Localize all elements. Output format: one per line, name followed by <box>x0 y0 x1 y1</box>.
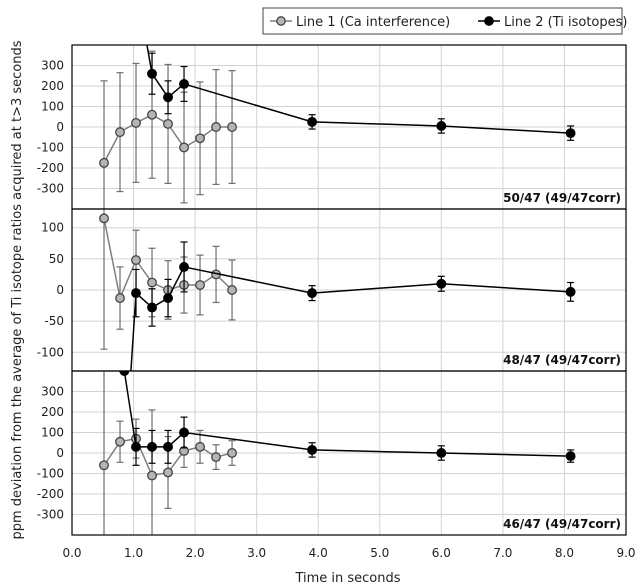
y-tick-label: 0 <box>56 283 64 297</box>
x-tick-label: 4.0 <box>309 546 328 560</box>
series-2-point <box>436 121 447 131</box>
y-tick-label: -300 <box>37 182 64 196</box>
x-tick-label: 5.0 <box>370 546 389 560</box>
y-tick-label: -50 <box>44 314 64 328</box>
y-tick-label: 300 <box>41 385 64 399</box>
series-1-point <box>163 118 173 129</box>
y-tick-label: 50 <box>49 252 64 266</box>
y-tick-label: -100 <box>37 345 64 359</box>
series-1-point <box>147 277 157 288</box>
y-tick-label: 200 <box>41 79 64 93</box>
series-2-point <box>436 278 447 289</box>
series-1-point <box>227 122 237 132</box>
series-1-point <box>131 117 141 128</box>
series-2-point <box>179 261 189 272</box>
series-1-point <box>179 142 189 153</box>
series-1-point <box>227 448 237 458</box>
series-2-point <box>436 448 447 458</box>
series-1-point <box>195 441 205 452</box>
series-2-point <box>179 427 189 438</box>
x-axis-title: Time in seconds <box>294 571 400 586</box>
x-tick-labels: 0.0 1.0 2.0 3.0 4.0 5.0 6.0 7.0 8.0 9.0 <box>62 546 635 560</box>
series-1-point <box>163 467 173 478</box>
series-1-point <box>211 122 221 132</box>
series-2-point <box>307 116 318 127</box>
series-2-point <box>565 451 576 462</box>
series-1-point <box>131 255 141 266</box>
y-tick-label: -300 <box>37 508 64 522</box>
y-tick-label: 100 <box>41 100 64 114</box>
series-1-point <box>99 157 109 168</box>
y-tick-label: 0 <box>56 120 64 134</box>
panel-label: 48/47 (49/47corr) <box>503 353 621 367</box>
panel-label: 50/47 (49/47corr) <box>503 191 621 205</box>
x-tick-label: 9.0 <box>616 546 635 560</box>
series-1-point <box>147 109 157 120</box>
series-2-point <box>307 288 318 299</box>
legend-label-2: Line 2 (Ti isotopes) <box>504 15 627 30</box>
series-1-point <box>147 470 157 481</box>
panel-1-series <box>99 35 576 209</box>
series-2-point <box>163 92 173 103</box>
series-1-point <box>99 460 109 471</box>
panel-label: 46/47 (49/47corr) <box>503 517 621 531</box>
series-1-point <box>211 452 221 463</box>
y-tick-label: -200 <box>37 487 64 501</box>
legend: Line 1 (Ca interference) Line 2 (Ti isot… <box>262 7 627 35</box>
legend-box <box>262 7 623 35</box>
y-tick-label: -100 <box>37 141 64 155</box>
series-2-point <box>163 441 173 452</box>
series-2-point <box>142 35 151 44</box>
x-tick-label: 0.0 <box>62 546 81 560</box>
y-tick-label: -100 <box>37 467 64 481</box>
series-2-point <box>307 444 318 455</box>
x-tick-label: 2.0 <box>186 546 205 560</box>
legend-marker-2 <box>484 16 494 26</box>
series-2-point <box>131 288 141 299</box>
series-2-point <box>131 441 141 452</box>
series-1-point <box>99 213 109 224</box>
series-1-point <box>195 280 205 290</box>
x-tick-label: 3.0 <box>247 546 266 560</box>
series-1-point <box>115 436 125 447</box>
plot-area: 300 200 100 0 -100 -200 -300 50/47 (49/47corr) 1… <box>37 35 627 536</box>
x-tick-label: 8.0 <box>555 546 574 560</box>
series-1-point <box>227 285 237 295</box>
panel-2-series <box>99 209 576 371</box>
y-tick-label: 0 <box>56 446 64 460</box>
series-2-line <box>123 371 571 457</box>
series-2-point <box>163 293 173 304</box>
panel-3-series <box>99 371 576 535</box>
x-tick-label: 7.0 <box>493 546 512 560</box>
series-1-point <box>115 293 125 304</box>
series-2-point <box>147 68 157 79</box>
series-1-point <box>195 133 205 144</box>
y-tick-label: 100 <box>41 221 64 235</box>
y-tick-label: 100 <box>41 426 64 440</box>
series-2-point <box>179 78 189 89</box>
series-2-point <box>147 302 157 313</box>
x-tick-label: 1.0 <box>124 546 143 560</box>
legend-marker-1 <box>276 16 286 26</box>
series-2-point <box>147 441 157 452</box>
y-tick-label: -200 <box>37 161 64 175</box>
y-tick-label: 200 <box>41 405 64 419</box>
legend-label-1: Line 1 (Ca interference) <box>296 15 450 30</box>
y-axis-title: ppm deviation from the average of Ti iso… <box>10 40 25 539</box>
series-2-point <box>565 128 576 139</box>
series-2-point <box>565 286 576 297</box>
x-tick-label: 6.0 <box>432 546 451 560</box>
y-tick-label: 300 <box>41 59 64 73</box>
panel-3-frame <box>71 370 627 536</box>
series-1-point <box>115 127 125 138</box>
